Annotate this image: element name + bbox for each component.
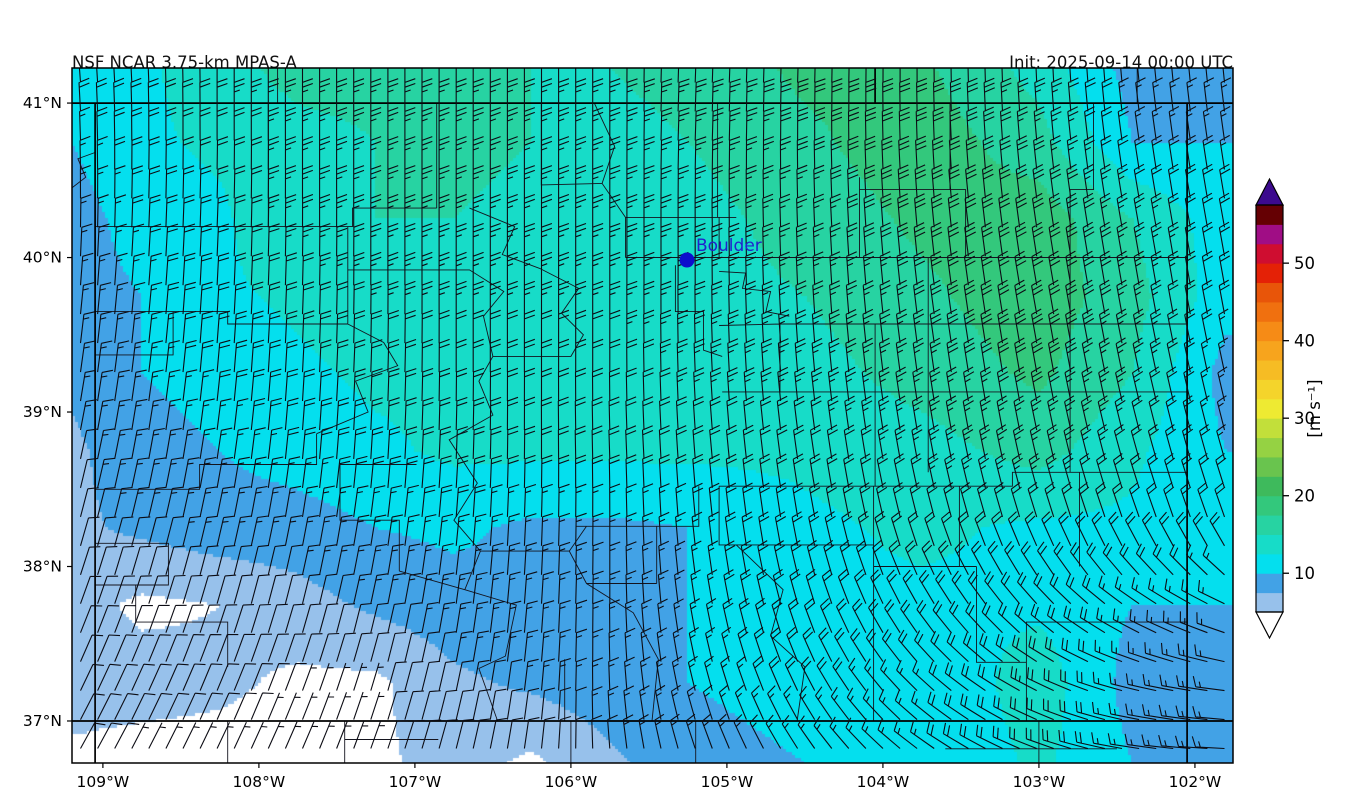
colorbar-outline [1255,204,1284,613]
colorbar-tick-label: 20 [1294,487,1315,506]
colorbar-tick-label: 50 [1294,254,1315,273]
colorbar-segment [1256,321,1283,342]
colorbar-segment [1256,573,1283,594]
colorbar-segment [1256,243,1283,264]
x-tick-label: 108°W [233,773,286,791]
x-tick-label: 107°W [389,773,442,791]
colorbar-under-arrow [1255,611,1284,640]
colorbar-segment [1256,205,1283,225]
colorbar-segment [1256,379,1283,400]
colorbar-tick-label: 40 [1294,332,1315,351]
colorbar-tick-label: 10 [1294,564,1315,583]
colorbar-tick-label: 30 [1294,409,1315,428]
y-tick-label: 39°N [23,403,62,421]
y-tick-label: 41°N [23,94,62,112]
colorbar-segment [1256,418,1283,439]
colorbar-segment [1256,476,1283,497]
colorbar-segment [1256,340,1283,361]
x-tick-label: 103°W [1013,773,1066,791]
y-tick-label: 40°N [23,249,62,267]
colorbar-segment [1256,301,1283,322]
map-overlay: Boulder [72,68,1233,763]
x-tick-label: 109°W [77,773,130,791]
boulder-marker-dot [679,252,695,268]
colorbar-segment [1256,534,1283,555]
colorbar-segment [1256,398,1283,419]
colorbar-segment [1256,437,1283,458]
x-tick-label: 104°W [857,773,910,791]
colorbar-segment [1256,553,1283,574]
colorbar-segment [1256,515,1283,535]
colorbar-axis-label: [m s⁻¹] [1305,379,1324,437]
colorbar-segment [1256,495,1283,516]
state-borders-path [72,68,1233,763]
colorbar-segment [1256,282,1283,303]
x-tick-label: 106°W [545,773,598,791]
y-tick-label: 37°N [23,712,62,730]
colorbar-segment [1256,224,1283,245]
wind-barbs-path [78,68,1232,750]
colorbar-segment [1256,263,1283,284]
colorbar-over-arrow [1255,177,1284,206]
y-tick-label: 38°N [23,558,62,576]
x-tick-label: 102°W [1169,773,1222,791]
x-tick-label: 105°W [701,773,754,791]
colorbar-segment [1256,456,1283,477]
colorbar-segment [1256,592,1283,613]
colorbar-segment [1256,360,1283,380]
boulder-marker-label: Boulder [696,236,762,256]
